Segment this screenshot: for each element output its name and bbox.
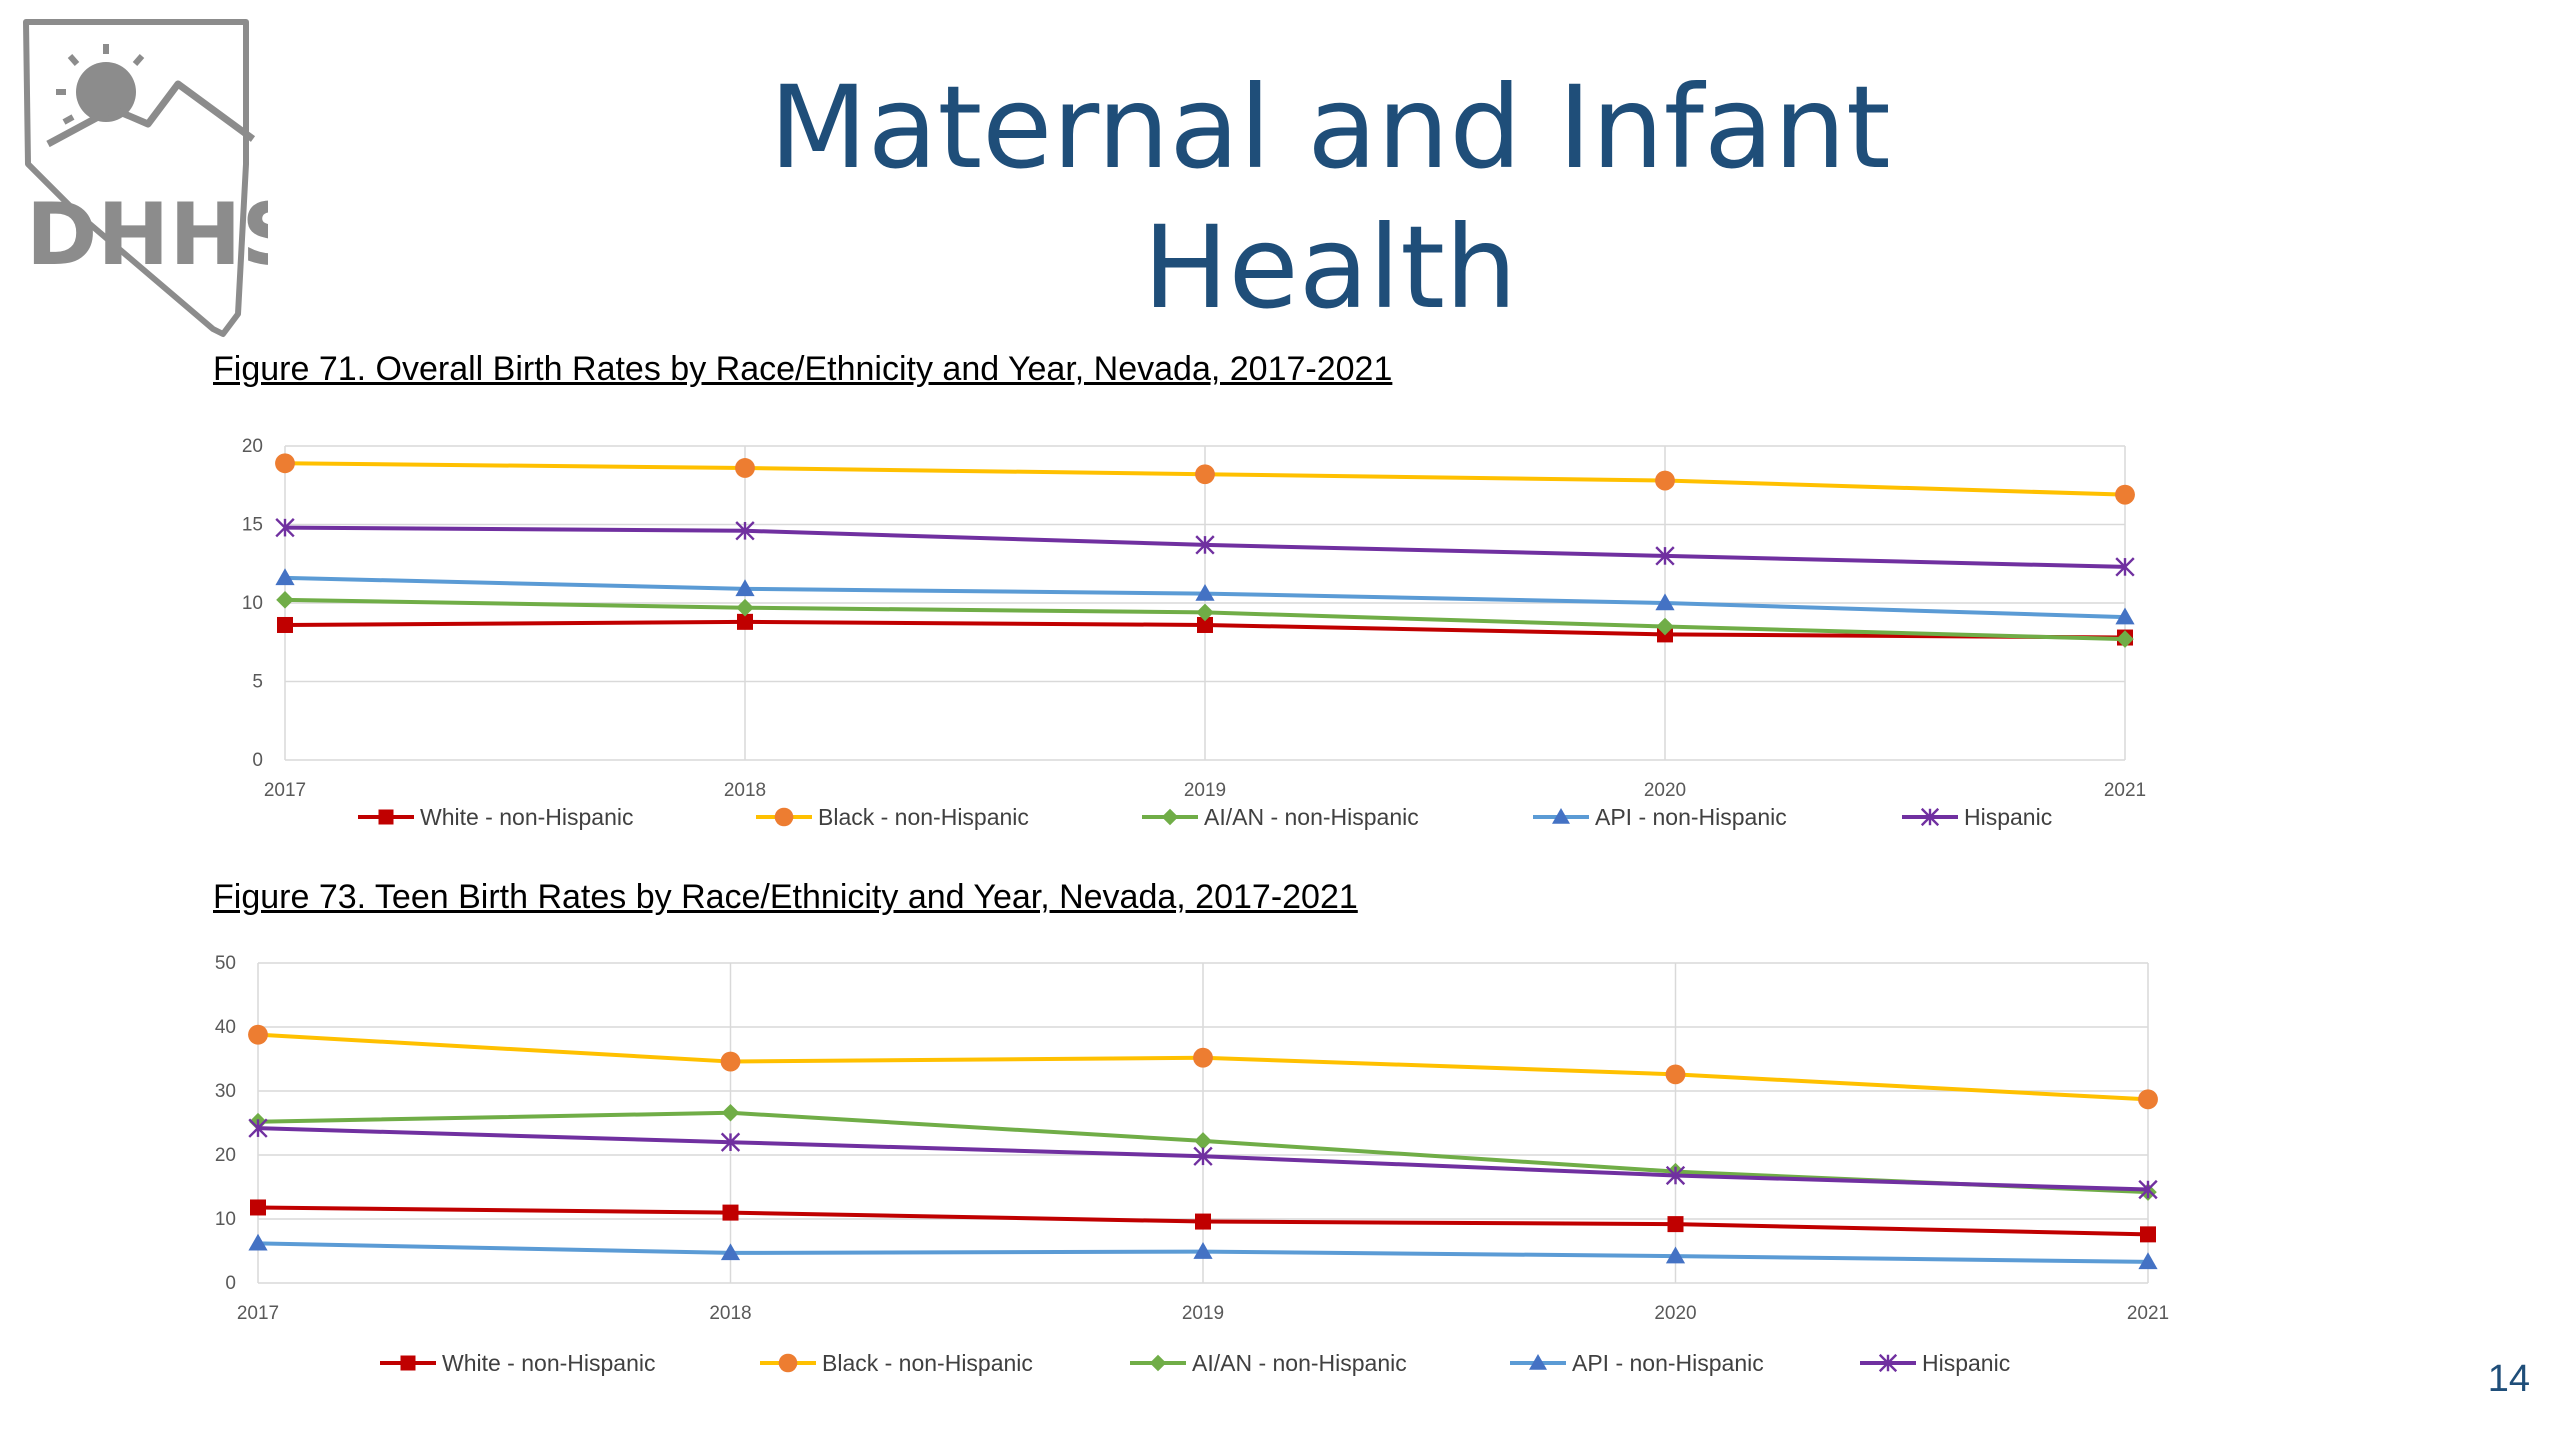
fig71-point-black-non-hispanic	[2115, 484, 2135, 505]
fig71-x-tick-label: 2019	[1184, 780, 1226, 801]
fig71-point-hispanic	[735, 521, 755, 541]
fig73-y-tick-label: 10	[215, 1209, 236, 1230]
fig73-point-black-non-hispanic	[1193, 1047, 1213, 1068]
fig71-y-tick-label: 20	[242, 436, 263, 457]
fig71-legend-marker-white-non-hispanic	[378, 809, 394, 825]
fig73-y-tick-label: 30	[215, 1081, 236, 1102]
fig71-x-tick-label: 2020	[1644, 780, 1686, 801]
fig73-x-tick-label: 2018	[709, 1303, 751, 1324]
fig71-point-black-non-hispanic	[1195, 464, 1215, 485]
fig71-point-ai-an-non-hispanic	[1196, 603, 1214, 622]
fig71-y-tick-label: 0	[252, 750, 263, 771]
fig71-legend-marker-black-non-hispanic	[774, 807, 794, 827]
fig73-point-ai-an-non-hispanic	[721, 1103, 740, 1122]
fig73-legend-marker-api-non-hispanic	[1529, 1354, 1547, 1370]
fig73-point-hispanic	[248, 1118, 268, 1138]
sun-icon	[56, 44, 145, 125]
fig71-point-ai-an-non-hispanic	[1656, 617, 1674, 636]
fig73-x-tick-label: 2017	[237, 1303, 279, 1324]
mountain-icon	[46, 80, 256, 148]
fig73-point-black-non-hispanic	[720, 1051, 741, 1072]
fig71-y-tick-label: 15	[242, 515, 263, 536]
fig71-point-api-non-hispanic	[1655, 593, 1675, 611]
fig71-legend-label-black-non-hispanic: Black - non-Hispanic	[818, 804, 1029, 830]
fig71-x-tick-label: 2021	[2104, 780, 2146, 801]
fig71-point-hispanic	[1195, 535, 1215, 555]
fig73-point-white-non-hispanic	[722, 1204, 739, 1221]
fig73-x-tick-label: 2020	[1654, 1303, 1696, 1324]
fig73-legend-label-api-non-hispanic: API - non-Hispanic	[1572, 1350, 1764, 1376]
fig73-point-api-non-hispanic	[1193, 1242, 1213, 1259]
fig73-x-tick-label: 2021	[2127, 1303, 2169, 1324]
fig73-legend-label-ai-an-non-hispanic: AI/AN - non-Hispanic	[1192, 1350, 1407, 1376]
fig73-point-white-non-hispanic	[2140, 1226, 2156, 1243]
fig73-point-white-non-hispanic	[1667, 1216, 1684, 1233]
fig71-point-black-non-hispanic	[1655, 470, 1675, 491]
fig71-point-api-non-hispanic	[2115, 607, 2135, 625]
fig71-point-ai-an-non-hispanic	[276, 591, 294, 609]
fig71-point-black-non-hispanic	[275, 453, 295, 474]
fig71-point-white-non-hispanic	[737, 613, 753, 630]
fig73-y-tick-label: 50	[215, 953, 236, 974]
nevada-outline	[23, 19, 249, 337]
fig73-point-api-non-hispanic	[720, 1243, 741, 1261]
fig73-point-black-non-hispanic	[248, 1024, 268, 1045]
fig73-point-white-non-hispanic	[1195, 1213, 1211, 1230]
fig71-point-api-non-hispanic	[735, 579, 755, 597]
dhhs-logo: DHHS	[23, 19, 268, 337]
fig71-legend-marker-hispanic	[1920, 807, 1940, 827]
fig73-point-api-non-hispanic	[1665, 1246, 1686, 1264]
figure-71-chart: 0 5 10 15 20 2017 2018 2019 2020 2021 White - non-…	[242, 436, 2146, 830]
fig71-point-hispanic	[2115, 557, 2135, 577]
fig71-legend-marker-ai-an-non-hispanic	[1161, 808, 1179, 826]
fig71-point-ai-an-non-hispanic	[736, 598, 754, 617]
fig71-legend-label-white-non-hispanic: White - non-Hispanic	[420, 804, 633, 830]
figure-73-title: Figure 73. Teen Birth Rates by Race/Ethn…	[213, 878, 1358, 916]
fig73-point-hispanic	[720, 1132, 741, 1152]
fig73-y-tick-label: 40	[215, 1017, 236, 1038]
fig71-legend-label-hispanic: Hispanic	[1964, 804, 2052, 830]
fig71-y-tick-label: 10	[242, 593, 263, 614]
fig73-y-tick-label: 20	[215, 1145, 236, 1166]
fig73-point-hispanic	[1193, 1146, 1213, 1166]
fig73-legend-label-black-non-hispanic: Black - non-Hispanic	[822, 1350, 1033, 1376]
fig71-legend-label-ai-an-non-hispanic: AI/AN - non-Hispanic	[1204, 804, 1419, 830]
fig71-legend-marker-api-non-hispanic	[1552, 808, 1570, 824]
fig73-point-white-non-hispanic	[250, 1199, 266, 1216]
fig71-point-api-non-hispanic	[1195, 583, 1215, 601]
fig71-x-tick-label: 2018	[724, 780, 766, 801]
fig71-point-hispanic	[1655, 546, 1675, 566]
fig73-legend-marker-black-non-hispanic	[778, 1353, 798, 1373]
fig73-point-black-non-hispanic	[2138, 1089, 2158, 1110]
fig73-point-api-non-hispanic	[248, 1233, 268, 1251]
fig71-point-white-non-hispanic	[277, 616, 293, 633]
slide-title: Maternal and Infant Health	[769, 61, 1891, 334]
fig73-x-tick-label: 2019	[1182, 1303, 1224, 1324]
fig71-point-api-non-hispanic	[275, 568, 295, 586]
fig73-point-api-non-hispanic	[2138, 1252, 2158, 1270]
fig73-point-ai-an-non-hispanic	[1194, 1132, 1212, 1150]
fig73-legend-label-white-non-hispanic: White - non-Hispanic	[442, 1350, 655, 1376]
fig73-legend-label-hispanic: Hispanic	[1922, 1350, 2010, 1376]
fig73-legend-marker-hispanic	[1878, 1353, 1898, 1373]
logo-text: DHHS	[26, 185, 268, 285]
fig71-legend-label-api-non-hispanic: API - non-Hispanic	[1595, 804, 1787, 830]
fig73-point-hispanic	[1665, 1165, 1686, 1186]
fig71-x-tick-label: 2017	[264, 780, 306, 801]
figure-73-chart: 0 10 20 30 40 50 2017 2018 2019 2020 2021 White - n…	[215, 953, 2169, 1376]
fig73-legend-marker-white-non-hispanic	[400, 1355, 416, 1371]
fig71-point-ai-an-non-hispanic	[2116, 630, 2134, 648]
fig73-legend-marker-ai-an-non-hispanic	[1149, 1354, 1167, 1372]
fig71-y-tick-label: 5	[252, 672, 263, 693]
fig73-point-black-non-hispanic	[1665, 1064, 1686, 1085]
fig71-point-hispanic	[275, 517, 295, 538]
fig71-point-white-non-hispanic	[1197, 616, 1213, 633]
page-number: 14	[2487, 1358, 2530, 1400]
fig71-point-black-non-hispanic	[735, 458, 755, 478]
figure-71-title: Figure 71. Overall Birth Rates by Race/E…	[213, 350, 1393, 388]
fig73-point-hispanic	[2138, 1179, 2158, 1200]
fig73-y-tick-label: 0	[225, 1273, 236, 1294]
